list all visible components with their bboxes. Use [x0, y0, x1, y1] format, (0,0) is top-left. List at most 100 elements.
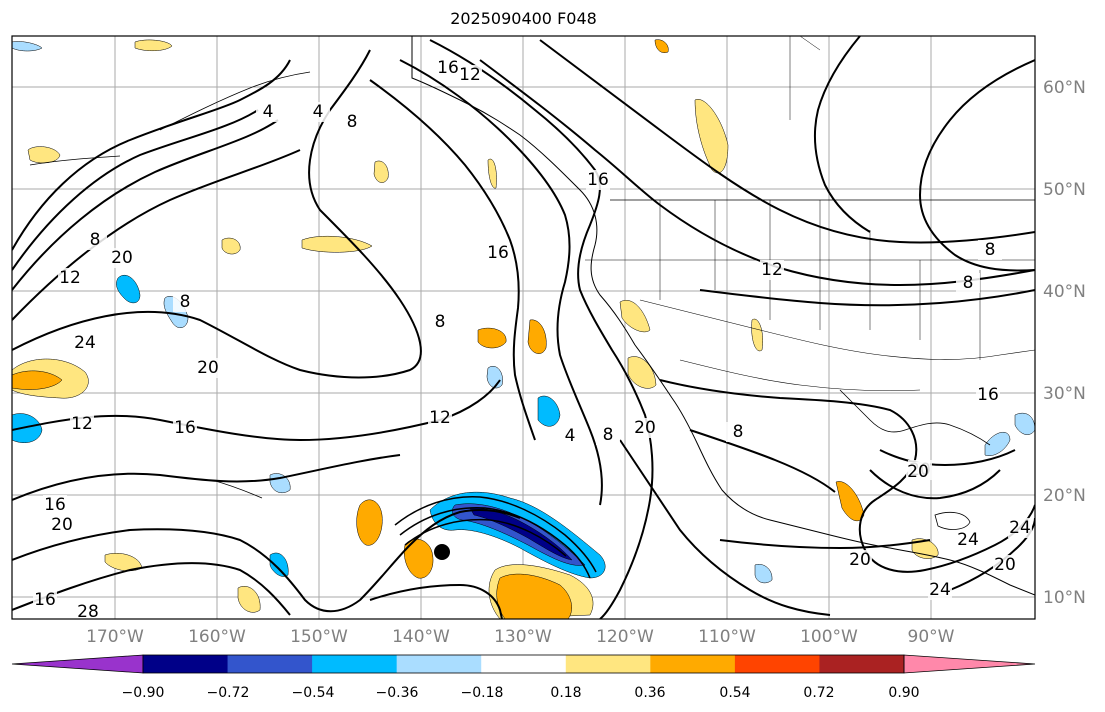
- colorbar-segment: [565, 655, 651, 673]
- lat-label-10n: 10°N: [1043, 588, 1086, 608]
- contour-label-bg: [726, 422, 750, 442]
- contour-label: 24: [74, 333, 96, 353]
- contour-label-bg: [196, 358, 220, 378]
- colorbar-border: [142, 654, 905, 674]
- contour-label-bg: [760, 260, 784, 280]
- latitude-labels: 60°N 50°N 40°N 30°N 20°N 10°N: [1043, 78, 1086, 608]
- contour-label: 4: [313, 102, 324, 122]
- contour-label-bg: [993, 555, 1017, 575]
- positive-region-west-strong: [12, 370, 63, 390]
- negative-region-1: [116, 274, 141, 304]
- contour-label-bg: [956, 273, 980, 293]
- negative-blob-8: [12, 41, 43, 52]
- contour-label-bg: [848, 550, 872, 570]
- colorbar-label-090: 0.90: [888, 685, 919, 701]
- contour-label-bg: [83, 230, 107, 250]
- contour-label: 24: [1009, 518, 1031, 538]
- contour-label: 28: [77, 602, 99, 622]
- positive-blob-13: [835, 481, 865, 522]
- contour-label: 16: [34, 590, 56, 610]
- contour-label-bg: [906, 462, 930, 482]
- colorbar-label-036: 0.36: [634, 685, 665, 701]
- positive-region-south-strong: [496, 573, 572, 619]
- contour-label-bg: [428, 408, 452, 428]
- contour-label: 8: [963, 273, 974, 293]
- contour-label-bg: [586, 170, 610, 190]
- contour-label-bg: [70, 414, 94, 434]
- contour-label: 24: [957, 530, 979, 550]
- contour-label: 20: [634, 418, 656, 438]
- storm-contours: [394, 496, 597, 579]
- colorbar: [11, 654, 1036, 674]
- colorbar-label-018: 0.18: [550, 685, 581, 701]
- colorbar-segment: [396, 655, 482, 673]
- colorbar-label-neg054: −0.54: [292, 685, 335, 701]
- positive-blob-7: [527, 319, 547, 354]
- contour-label: 12: [59, 268, 81, 288]
- positive-blob-8: [487, 158, 497, 189]
- colorbar-segment: [481, 655, 567, 673]
- positive-region-sw: [356, 499, 383, 546]
- lon-label-110w: 110°W: [698, 627, 756, 647]
- contours: [12, 36, 1035, 619]
- lat-label-50n: 50°N: [1043, 180, 1086, 200]
- contour-label-bg: [73, 333, 97, 353]
- contour-label-bg: [956, 530, 980, 550]
- lat-label-40n: 40°N: [1043, 282, 1086, 302]
- contour-label-bg: [428, 312, 452, 332]
- contour-label-bg: [978, 240, 1002, 260]
- contour-label: 8: [435, 312, 446, 332]
- colorbar-segment: [819, 655, 905, 673]
- colorbar-extend-low: [11, 654, 144, 674]
- contour-label-bg: [58, 268, 82, 288]
- contour-label: 16: [44, 495, 66, 515]
- negative-region-west: [12, 413, 43, 443]
- contour-label: 8: [90, 230, 101, 250]
- positive-blob-1: [27, 146, 61, 164]
- contour-label-bg: [558, 426, 582, 446]
- contour-label-bg: [928, 580, 952, 600]
- contour-label-bg: [340, 112, 364, 132]
- contour-label-bg: [976, 385, 1000, 405]
- positive-blob-2: [134, 39, 173, 51]
- contour-label-bg: [633, 418, 657, 438]
- contour-label: 8: [180, 292, 191, 312]
- contour-label-bg: [1008, 518, 1032, 538]
- contour-label-bg: [596, 425, 620, 445]
- lon-label-160w: 160°W: [188, 627, 246, 647]
- positive-blob-9: [619, 300, 651, 333]
- contour-label-bg: [436, 58, 460, 78]
- contour-label: 16: [587, 170, 609, 190]
- positive-blob-4: [221, 237, 241, 255]
- map-frame: [11, 35, 1036, 620]
- contour-label: 8: [603, 425, 614, 445]
- colorbar-label-054: 0.54: [719, 685, 750, 701]
- colorbar-labels: −0.90 −0.72 −0.54 −0.36 −0.18 0.18 0.36 …: [122, 685, 920, 701]
- negative-blob-3: [754, 564, 773, 584]
- negative-blob-2: [537, 395, 561, 427]
- contour-label: 20: [51, 515, 73, 535]
- map-title: 2025090400 F048: [450, 9, 597, 28]
- colorbar-segment: [650, 655, 736, 673]
- colorbar-extend-high: [903, 654, 1036, 674]
- contour-label: 4: [263, 102, 274, 122]
- positive-blob-3: [301, 235, 373, 253]
- contour-label-bg: [458, 65, 482, 85]
- contour-label: 4: [565, 426, 576, 446]
- positive-blob-11: [694, 99, 729, 174]
- contour-label-bg: [33, 590, 57, 610]
- contour-label: 12: [459, 65, 481, 85]
- positive-blob-5: [373, 160, 389, 183]
- lat-label-30n: 30°N: [1043, 384, 1086, 404]
- contour-label: 20: [849, 550, 871, 570]
- contour-label-bg: [486, 243, 510, 263]
- lat-label-20n: 20°N: [1043, 486, 1086, 506]
- contour-label-bg: [76, 602, 100, 619]
- positive-blob-12: [751, 318, 763, 352]
- colorbar-segment: [143, 655, 229, 673]
- contour-label: 12: [761, 260, 783, 280]
- contour-label: 20: [907, 462, 929, 482]
